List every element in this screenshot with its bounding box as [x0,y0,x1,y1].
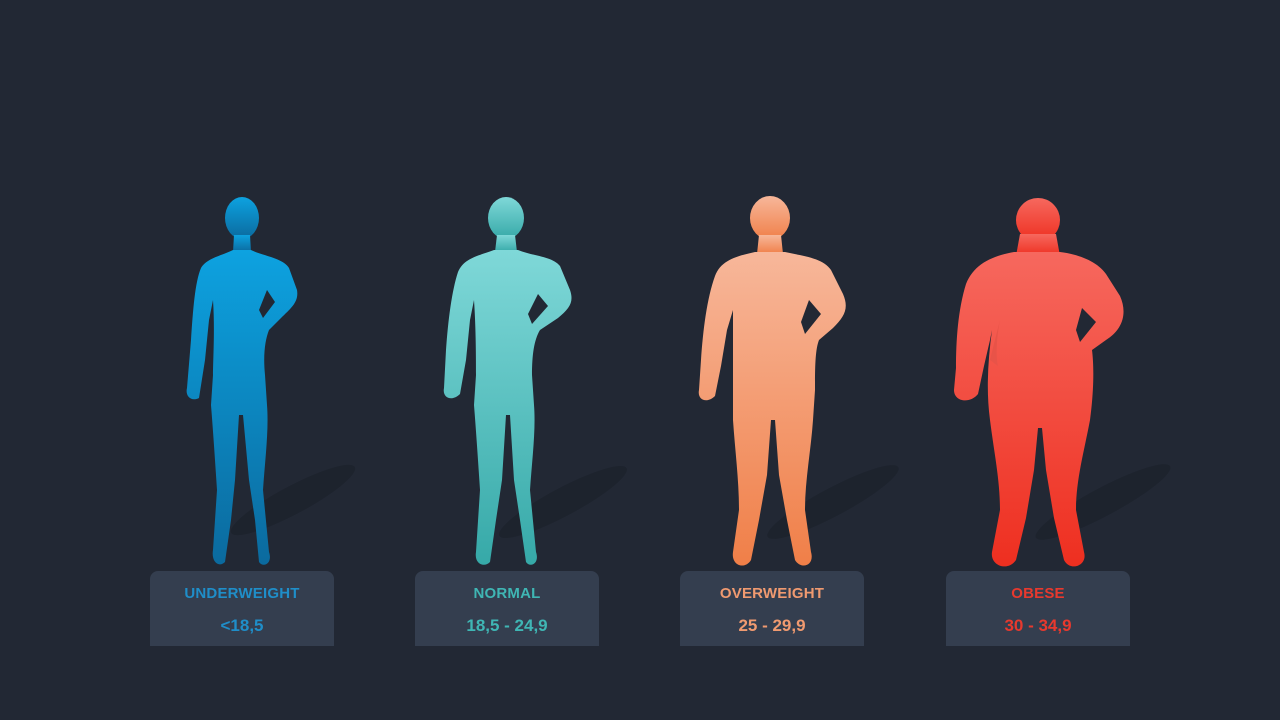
bmi-range: 30 - 34,9 [1004,616,1072,635]
category-card-obese: OBESE 30 - 34,9 [946,571,1130,646]
category-name: OBESE [1011,585,1065,602]
obese-person-silhouette-icon [908,190,1171,575]
normal-person-silhouette-icon [378,190,638,575]
overweight-person-silhouette-icon [643,190,903,575]
bmi-range: <18,5 [220,616,264,635]
category-name: OVERWEIGHT [719,585,825,602]
category-name: UNDERWEIGHT [184,585,300,602]
category-card-overweight: OVERWEIGHT 25 - 29,9 [680,571,864,646]
bmi-range: 25 - 29,9 [738,616,806,635]
bmi-range: 18,5 - 24,9 [466,616,548,635]
category-card-normal: NORMAL 18,5 - 24,9 [415,571,599,646]
category-name: NORMAL [473,585,541,602]
category-card-underweight: UNDERWEIGHT <18,5 [150,571,334,646]
thin-person-silhouette-icon [113,190,373,575]
